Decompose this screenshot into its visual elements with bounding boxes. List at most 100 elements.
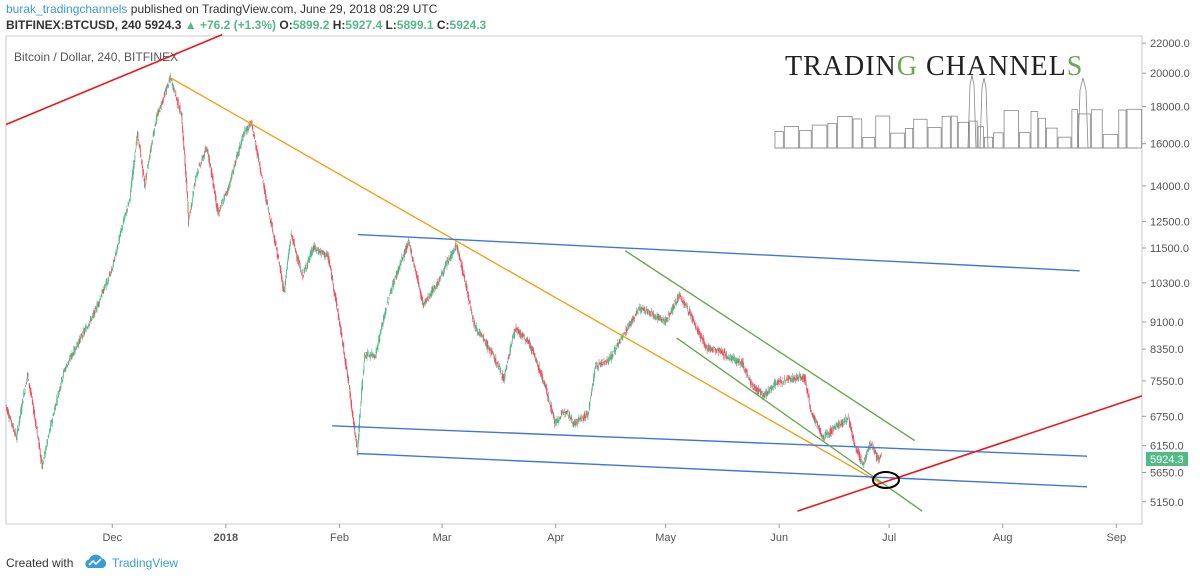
candle-body xyxy=(756,388,758,392)
candle-body xyxy=(461,265,463,273)
candle-body xyxy=(399,263,401,270)
candle-body xyxy=(693,322,695,325)
candle-body xyxy=(492,353,494,355)
tradingview-brand-link[interactable]: TradingView xyxy=(112,556,179,570)
candle-body xyxy=(796,377,798,380)
skyline-building xyxy=(927,127,942,149)
candle-body xyxy=(208,157,210,165)
y-tick-label: 14000.0 xyxy=(1150,181,1190,193)
candle-body xyxy=(37,435,39,437)
candle-body xyxy=(70,354,72,357)
tradingview-cloud-icon xyxy=(85,554,107,568)
candle-body xyxy=(871,444,872,446)
candle-body xyxy=(54,406,56,410)
candle-body xyxy=(455,244,456,251)
candle-body xyxy=(630,321,632,326)
candle-body xyxy=(633,317,635,319)
candle-body xyxy=(636,312,638,313)
candle-body xyxy=(866,449,868,455)
candle-body xyxy=(44,452,46,453)
candle-body xyxy=(748,378,750,379)
candle-body xyxy=(144,183,146,188)
candle-body xyxy=(589,400,591,407)
x-axis: Dec 2018 Feb Mar Apr May Jun Jul Aug Sep xyxy=(102,524,1126,544)
candle-body xyxy=(791,377,792,379)
candle-body xyxy=(545,384,547,390)
candle-body xyxy=(614,347,616,353)
candle-body xyxy=(762,393,764,395)
candle-body xyxy=(799,376,801,378)
candle-body xyxy=(464,275,466,282)
candle-body xyxy=(409,245,411,250)
candle-body xyxy=(307,258,309,262)
candle-body xyxy=(259,164,261,170)
candle-body xyxy=(463,274,464,276)
candle-body xyxy=(328,259,330,265)
candle-body xyxy=(830,428,831,435)
candle-body xyxy=(583,414,585,420)
candle-body xyxy=(253,135,255,138)
candle-body xyxy=(254,141,256,142)
candle-body xyxy=(814,418,816,424)
candle-body xyxy=(332,284,334,289)
author-link[interactable]: burak_tradingchannels xyxy=(6,2,128,16)
candle-body xyxy=(55,403,57,405)
candle-body xyxy=(554,421,556,422)
candle-body xyxy=(199,166,201,167)
candle-body xyxy=(848,418,850,420)
candle-body xyxy=(820,431,822,435)
price-chart[interactable]: Bitcoin / Dollar, 240, BITFINEX TRADING … xyxy=(0,0,1200,545)
candle-body xyxy=(89,317,91,320)
candle-body xyxy=(644,307,646,311)
candle-body xyxy=(241,137,243,138)
candle-body xyxy=(680,296,682,299)
candle-body xyxy=(347,372,348,377)
candle-body xyxy=(34,413,36,418)
y-tick-label: 16000.0 xyxy=(1150,139,1190,151)
candle-body xyxy=(61,379,63,383)
candle-body xyxy=(605,361,607,362)
candle-body xyxy=(93,311,95,316)
last-price-tag: 5924.3 xyxy=(1146,452,1188,466)
candle-body xyxy=(51,420,53,422)
candle-body xyxy=(822,435,824,438)
candle-body xyxy=(148,160,150,162)
candle-body xyxy=(696,327,698,332)
candle-body xyxy=(246,126,248,132)
candle-body xyxy=(783,382,785,384)
candle-body xyxy=(108,279,110,282)
candle-body xyxy=(114,258,116,261)
candle-body xyxy=(50,423,51,430)
candle-body xyxy=(271,223,273,231)
candle-body xyxy=(864,455,866,461)
candle-body xyxy=(409,244,411,245)
candle-body xyxy=(339,321,340,325)
candle-body xyxy=(590,395,592,396)
y-tick-label: 12500.0 xyxy=(1150,217,1190,229)
candle-body xyxy=(135,151,136,152)
candle-body xyxy=(735,359,737,364)
candle-body xyxy=(251,122,252,124)
candle-body xyxy=(818,425,820,428)
candle-body xyxy=(176,97,177,99)
candle-body xyxy=(607,359,609,363)
candle-body xyxy=(285,278,287,282)
candle-body xyxy=(602,364,604,365)
candle-body xyxy=(192,192,194,198)
skyline-building xyxy=(913,118,928,149)
candle-body xyxy=(637,310,638,311)
candle-body xyxy=(449,257,451,259)
candle-body xyxy=(616,342,618,346)
candle-body xyxy=(466,284,467,291)
candle-body xyxy=(555,419,557,424)
candle-body xyxy=(127,208,128,210)
candle-body xyxy=(591,383,593,389)
candle-body xyxy=(106,281,108,286)
candle-body xyxy=(639,308,641,310)
candle-body xyxy=(572,422,574,426)
candle-body xyxy=(574,419,576,424)
candle-body xyxy=(174,95,176,96)
candle-body xyxy=(749,377,751,381)
candle-body xyxy=(852,436,854,439)
candle-body xyxy=(741,361,743,364)
